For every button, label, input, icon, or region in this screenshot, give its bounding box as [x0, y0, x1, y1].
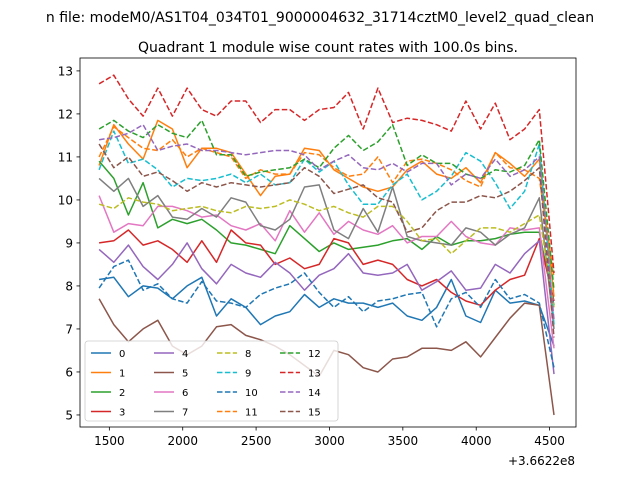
x-axis-offset-label: +3.6622e8	[508, 454, 575, 468]
series-line-13	[98, 74, 555, 274]
legend-label-2: 2	[119, 388, 125, 399]
legend-label-3: 3	[119, 408, 125, 419]
legend-label-15: 15	[308, 408, 321, 419]
x-tick-label: 3500	[388, 434, 419, 448]
legend-label-1: 1	[119, 369, 125, 380]
y-tick-label: 5	[65, 408, 73, 422]
series-line-0	[98, 276, 555, 347]
y-tick-label: 7	[65, 322, 73, 336]
y-tick-label: 13	[58, 64, 73, 78]
legend-label-5: 5	[182, 369, 188, 380]
legend-label-13: 13	[308, 369, 321, 380]
legend-label-11: 11	[245, 408, 258, 419]
x-tick-label: 2000	[167, 434, 198, 448]
x-tick-label: 4500	[534, 434, 565, 448]
series-line-7	[98, 177, 555, 329]
series-line-15	[98, 143, 555, 338]
series-line-4	[98, 240, 555, 375]
y-tick-label: 9	[65, 236, 73, 250]
legend-label-8: 8	[245, 349, 251, 360]
legend-label-10: 10	[245, 388, 258, 399]
x-tick-label: 4000	[461, 434, 492, 448]
x-tick-label: 2500	[241, 434, 272, 448]
x-tick-label: 3000	[314, 434, 345, 448]
series-line-6	[98, 195, 555, 349]
legend-label-0: 0	[119, 349, 125, 360]
legend-label-9: 9	[245, 369, 251, 380]
y-tick-label: 8	[65, 279, 73, 293]
chart-title: Quadrant 1 module wise count rates with …	[138, 40, 518, 56]
legend-label-14: 14	[308, 388, 321, 399]
series-line-8	[98, 197, 555, 308]
legend-label-7: 7	[182, 408, 188, 419]
legend-label-4: 4	[182, 349, 188, 360]
series-line-9	[98, 130, 555, 325]
series-line-1	[98, 119, 555, 297]
legend-label-12: 12	[308, 349, 321, 360]
axes-frame	[79, 57, 577, 428]
y-tick-label: 6	[65, 365, 73, 379]
legend-label-6: 6	[182, 388, 188, 399]
series-line-14	[98, 123, 555, 321]
y-tick-label: 11	[58, 150, 73, 164]
series-line-2	[98, 160, 555, 306]
figure-suptitle: n file: modeM0/AS1T04_034T01_9000004632_…	[46, 10, 594, 26]
y-tick-label: 10	[58, 193, 73, 207]
series-line-11	[98, 126, 555, 278]
series-line-3	[98, 229, 555, 307]
x-tick-label: 1500	[94, 434, 125, 448]
plot-area: 1500 2000 2500 3000 3500 4000 4500567891011121…	[58, 57, 577, 448]
series-line-12	[98, 119, 555, 291]
legend-frame	[84, 340, 339, 422]
y-tick-label: 12	[58, 107, 73, 121]
series-line-10	[98, 259, 555, 368]
